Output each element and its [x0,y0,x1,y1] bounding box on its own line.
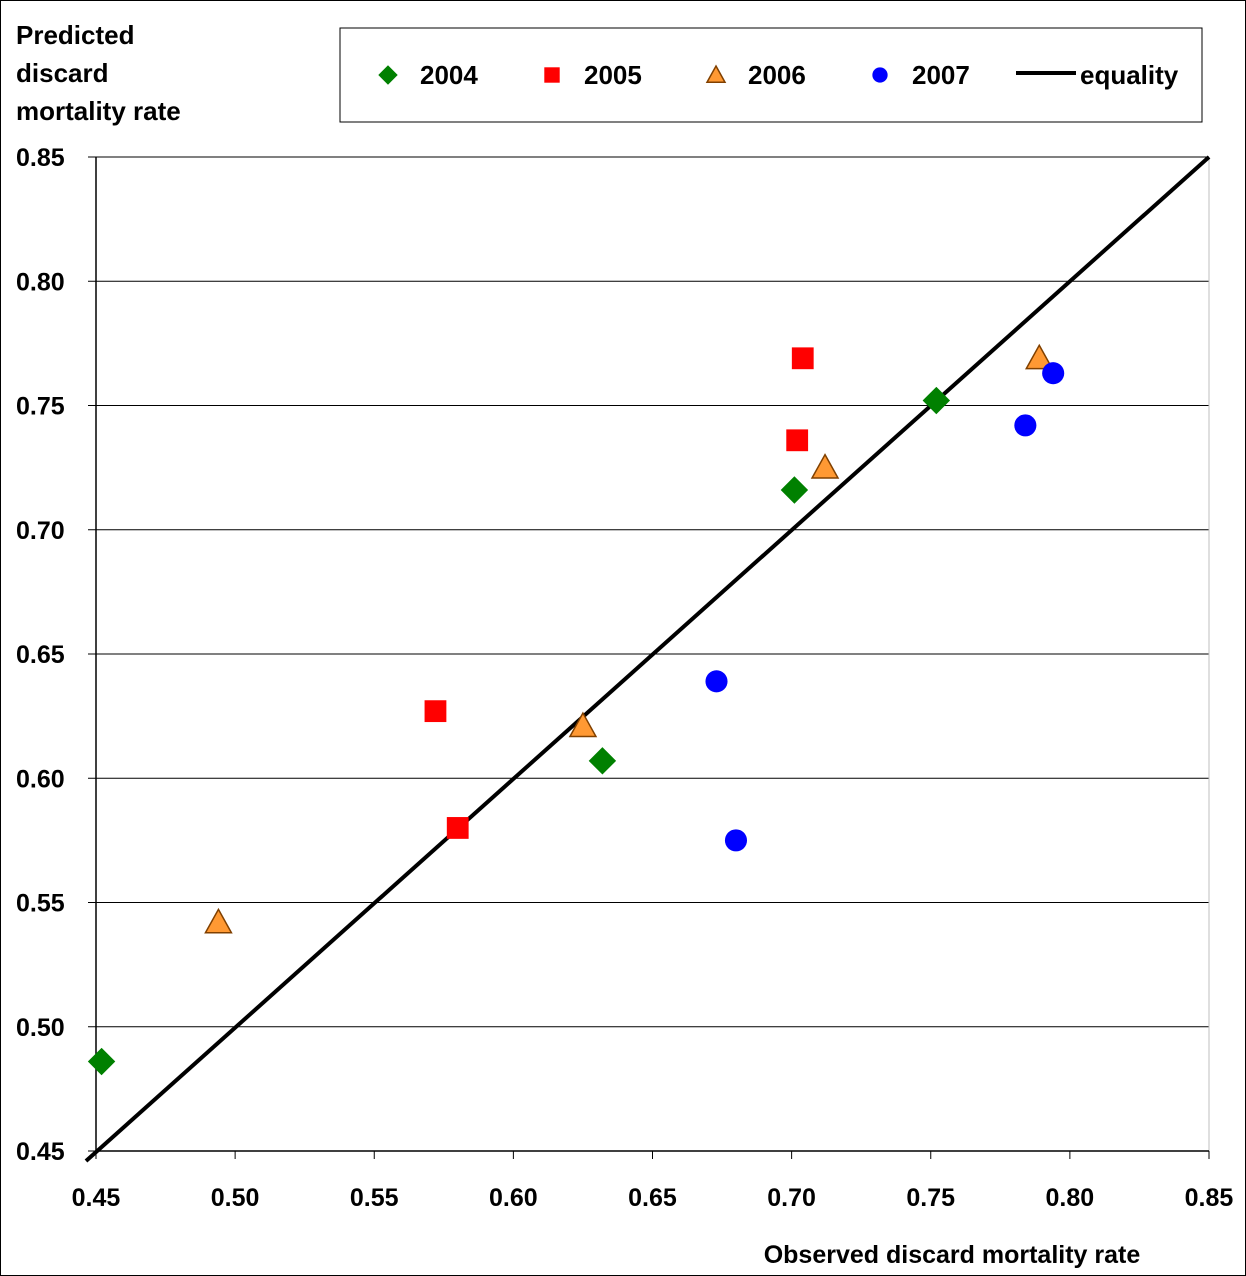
data-point-2005 [424,700,447,723]
x-tick-labels: 0.45 0.50 0.55 0.60 0.65 0.70 0.75 0.80 0.85 [72,1184,1234,1212]
y-tick-label: 0.75 [16,393,65,421]
y-axis-label-line-2: discard [16,58,109,88]
y-axis-label-line-3: mortality rate [16,96,181,126]
data-point-2005 [791,347,814,370]
axes [88,156,1210,1159]
legend-label-2004: 2004 [420,60,478,90]
data-point-2006 [568,711,598,738]
legend-label-2006: 2006 [748,60,806,90]
x-tick-label: 0.60 [489,1184,538,1212]
data-point-2006 [810,453,840,479]
x-tick-label: 0.55 [350,1184,399,1212]
data-points [87,343,1065,1076]
x-tick-label: 0.80 [1046,1184,1095,1212]
data-point-2005 [446,817,469,839]
x-tick-label: 0.65 [628,1184,677,1212]
x-tick-label: 0.45 [72,1184,121,1212]
data-point-2007 [724,829,748,852]
data-point-2005 [786,429,809,452]
legend: 2004 2005 2006 2007 equality [339,27,1203,123]
x-tick-label: 0.50 [211,1184,260,1212]
equality-line [84,155,1211,1163]
data-point-2006 [204,907,233,934]
y-axis-label-line-1: Predicted [16,20,135,50]
data-point-2007 [1014,414,1037,437]
data-point-2006 [1024,343,1054,370]
y-axis-label: Predicted discard mortality rate [16,16,236,130]
y-tick-labels: 0.85 0.80 0.75 0.70 0.65 0.60 0.55 0.50 0.45 [16,144,65,1166]
legend-label-2007: 2007 [912,60,970,90]
data-point-2004 [922,386,951,415]
y-tick-label: 0.80 [16,268,65,296]
x-axis-label: Observed discard mortality rate [764,1241,1141,1269]
data-point-2007 [705,670,728,693]
data-point-2004 [780,476,809,504]
legend-marker-2007 [872,67,888,83]
legend-marker-2005 [544,67,560,83]
grid-lines [96,156,1210,1151]
y-tick-label: 0.65 [16,641,65,669]
equality-line-group [84,155,1211,1163]
y-tick-label: 0.45 [16,1138,65,1166]
data-point-2004 [588,747,617,775]
x-tick-label: 0.85 [1185,1184,1234,1212]
y-tick-label: 0.55 [16,890,65,918]
y-tick-label: 0.60 [16,765,65,793]
data-point-2007 [1042,362,1065,385]
y-tick-label: 0.50 [16,1014,65,1042]
x-tick-label: 0.75 [906,1184,955,1212]
legend-marker-2006 [705,64,727,83]
data-point-2004 [87,1047,116,1076]
legend-label-2005: 2005 [584,60,642,90]
legend-marker-2004 [378,65,398,85]
legend-label-equality: equality [1080,60,1179,90]
y-tick-label: 0.70 [16,517,65,545]
y-tick-label: 0.85 [16,144,65,172]
x-tick-label: 0.70 [767,1184,816,1212]
